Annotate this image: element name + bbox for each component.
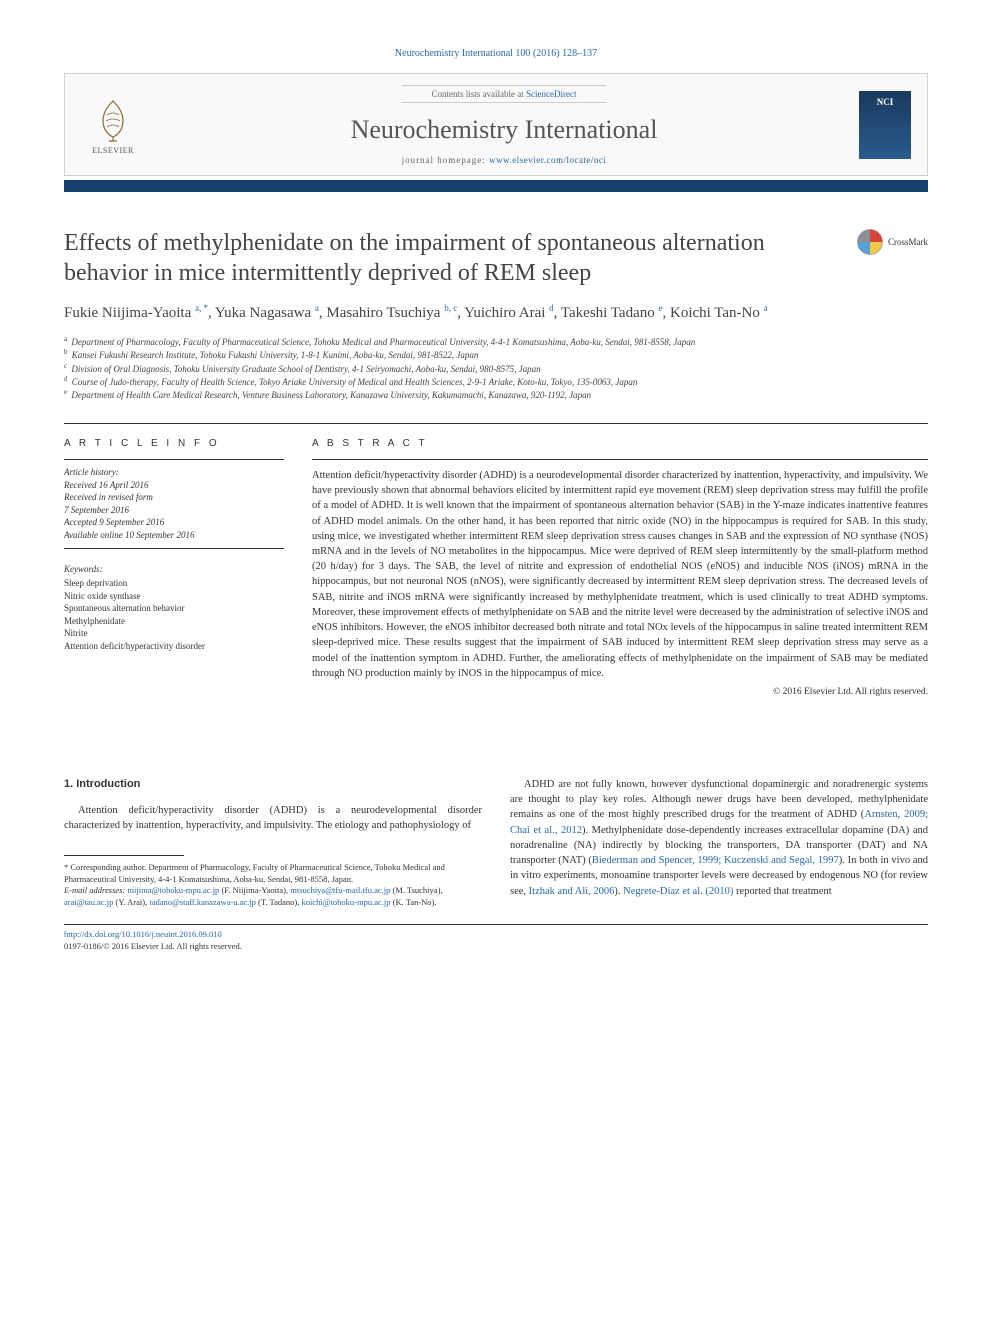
sciencedirect-link[interactable]: ScienceDirect: [526, 89, 576, 99]
history-line: Received in revised form: [64, 491, 284, 504]
citation-link[interactable]: Biederman and Spencer, 1999; Kuczenski a…: [592, 855, 839, 866]
article-title: Effects of methylphenidate on the impair…: [64, 228, 856, 288]
affiliation-line: a Department of Pharmacology, Faculty of…: [64, 335, 928, 348]
keyword-item: Nitrite: [64, 627, 284, 640]
email-link[interactable]: niijima@tohoku-mpu.ac.jp: [127, 885, 219, 895]
keyword-item: Spontaneous alternation behavior: [64, 602, 284, 615]
journal-reference: Neurochemistry International 100 (2016) …: [64, 48, 928, 59]
email-link[interactable]: tadano@staff.kanazawa-u.ac.jp: [149, 897, 256, 907]
corresponding-author-note: * Corresponding author. Department of Ph…: [64, 862, 482, 885]
article-history: Article history: Received 16 April 2016R…: [64, 459, 284, 549]
citation-link[interactable]: Arnsten, 2009; Chai et al., 2012: [510, 809, 928, 835]
citation-link[interactable]: Itzhak and Ali, 2006: [529, 886, 615, 897]
email-label: E-mail addresses:: [64, 885, 127, 895]
footnotes-block: * Corresponding author. Department of Ph…: [64, 862, 482, 908]
introduction-heading: 1. Introduction: [64, 777, 482, 793]
affiliations-block: a Department of Pharmacology, Faculty of…: [64, 335, 928, 401]
keyword-item: Nitric oxide synthase: [64, 590, 284, 603]
intro-paragraph-right: ADHD are not fully known, however dysfun…: [510, 777, 928, 899]
keywords-block: Keywords: Sleep deprivationNitric oxide …: [64, 563, 284, 653]
footer-rule: [64, 924, 928, 925]
homepage-label: journal homepage:: [402, 155, 489, 165]
affiliation-line: c Division of Oral Diagnosis, Tohoku Uni…: [64, 362, 928, 375]
footer-doi-block: http://dx.doi.org/10.1016/j.neuint.2016.…: [64, 929, 928, 952]
history-line: Accepted 9 September 2016: [64, 516, 284, 529]
elsevier-brand-text: ELSEVIER: [92, 146, 134, 155]
article-info-label: A R T I C L E I N F O: [64, 438, 284, 449]
citation-link[interactable]: Negrete-Díaz et al. (2010): [623, 886, 733, 897]
journal-title: Neurochemistry International: [165, 115, 843, 145]
journal-header: ELSEVIER Contents lists available at Sci…: [64, 73, 928, 176]
affiliation-line: e Department of Health Care Medical Rese…: [64, 388, 928, 401]
email-link[interactable]: koichi@tohoku-mpu.ac.jp: [301, 897, 390, 907]
contents-lists-line: Contents lists available at ScienceDirec…: [402, 85, 607, 103]
crossmark-badge[interactable]: CrossMark: [856, 228, 928, 256]
email-link[interactable]: mtsuchiya@tfu-mail.tfu.ac.jp: [290, 885, 390, 895]
abstract-label: A B S T R A C T: [312, 438, 928, 449]
history-line: 7 September 2016: [64, 504, 284, 517]
abstract-copyright: © 2016 Elsevier Ltd. All rights reserved…: [312, 687, 928, 697]
authors-line: Fukie Niijima-Yaoita a, *, Yuka Nagasawa…: [64, 302, 928, 323]
affiliation-line: d Course of Judo-therapy, Faculty of Hea…: [64, 375, 928, 388]
crossmark-icon: [856, 228, 884, 256]
history-line: Available online 10 September 2016: [64, 529, 284, 542]
homepage-link[interactable]: www.elsevier.com/locate/nci: [489, 155, 606, 165]
email-link[interactable]: arai@tau.ac.jp: [64, 897, 113, 907]
doi-link[interactable]: http://dx.doi.org/10.1016/j.neuint.2016.…: [64, 929, 222, 939]
keywords-heading: Keywords:: [64, 563, 284, 576]
affiliation-line: b Kansei Fukushi Research Institute, Toh…: [64, 348, 928, 361]
keyword-item: Methylphenidate: [64, 615, 284, 628]
journal-homepage-line: journal homepage: www.elsevier.com/locat…: [165, 155, 843, 165]
body-column-left: 1. Introduction Attention deficit/hypera…: [64, 777, 482, 908]
history-line: Received 16 April 2016: [64, 479, 284, 492]
issn-copyright: 0197-0186/© 2016 Elsevier Ltd. All right…: [64, 941, 242, 951]
header-color-bar: [64, 180, 928, 192]
keyword-item: Attention deficit/hyperactivity disorder: [64, 640, 284, 653]
abstract-text: Attention deficit/hyperactivity disorder…: [312, 459, 928, 681]
keyword-item: Sleep deprivation: [64, 577, 284, 590]
footnote-rule: [64, 855, 184, 856]
body-column-right: ADHD are not fully known, however dysfun…: [510, 777, 928, 908]
journal-cover-thumb: NCI: [859, 91, 911, 159]
intro-paragraph-left: Attention deficit/hyperactivity disorder…: [64, 803, 482, 833]
cover-acronym: NCI: [877, 97, 894, 107]
elsevier-logo: ELSEVIER: [81, 88, 145, 162]
crossmark-label: CrossMark: [888, 237, 928, 247]
elsevier-tree-icon: [89, 95, 137, 143]
contents-prefix: Contents lists available at: [432, 89, 526, 99]
email-addresses-line: E-mail addresses: niijima@tohoku-mpu.ac.…: [64, 885, 482, 908]
history-heading: Article history:: [64, 466, 284, 479]
